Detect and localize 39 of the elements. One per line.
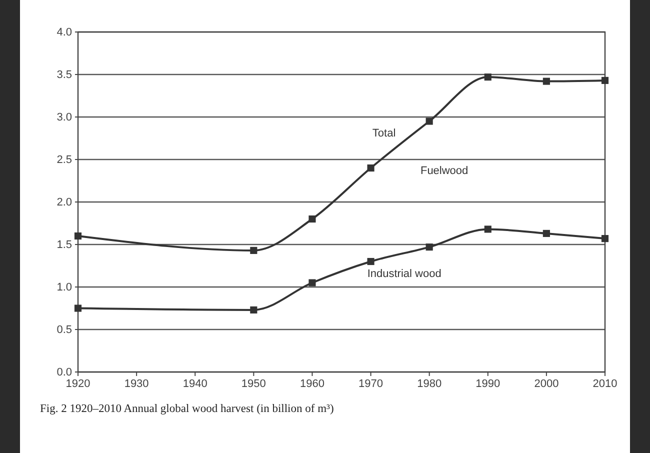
x-tick-label: 1940: [182, 378, 208, 390]
x-tick-label: 1950: [241, 378, 266, 390]
x-tick-label: 1930: [124, 378, 149, 390]
point: [542, 78, 550, 85]
y-tick-label: 0.0: [56, 366, 72, 379]
point: [542, 230, 550, 237]
y-tick-label: 4.0: [56, 26, 72, 39]
point: [367, 164, 374, 172]
x-tick-label: 1970: [358, 378, 384, 390]
point: [426, 244, 433, 251]
point: [484, 226, 492, 233]
point: [308, 279, 316, 286]
x-tick-label: 2000: [534, 378, 559, 390]
point: [367, 258, 374, 266]
point: [74, 304, 82, 312]
x-tick-label: 1990: [476, 378, 500, 390]
point: [74, 232, 82, 240]
annotation: Fuelwood: [420, 165, 468, 178]
y-tick-label: 1.5: [56, 239, 72, 252]
y-tick-label: 2.0: [56, 196, 72, 209]
y-tick-label: 3.0: [56, 112, 72, 124]
y-tick-label: 2.5: [56, 154, 72, 166]
x-tick-label: 2010: [592, 378, 618, 390]
caption: Fig. 2 1920–2010 Annual global wood harvest (in billion of m³): [40, 403, 334, 415]
point: [601, 235, 609, 242]
y-tick-label: 3.5: [56, 69, 72, 82]
point: [601, 76, 609, 84]
point: [308, 215, 316, 223]
series-label: Total: [372, 128, 396, 140]
point: [484, 74, 492, 81]
y-tick-label: 1.0: [56, 282, 72, 294]
point: [250, 246, 258, 254]
series-label: Industrial wood: [367, 268, 442, 280]
point: [250, 306, 258, 314]
point: [426, 118, 433, 125]
y-tick-label: 0.5: [56, 324, 72, 336]
x-tick-label: 1920: [66, 378, 90, 390]
x-tick-label: 1960: [300, 378, 324, 390]
x-tick-label: 1980: [417, 378, 442, 390]
